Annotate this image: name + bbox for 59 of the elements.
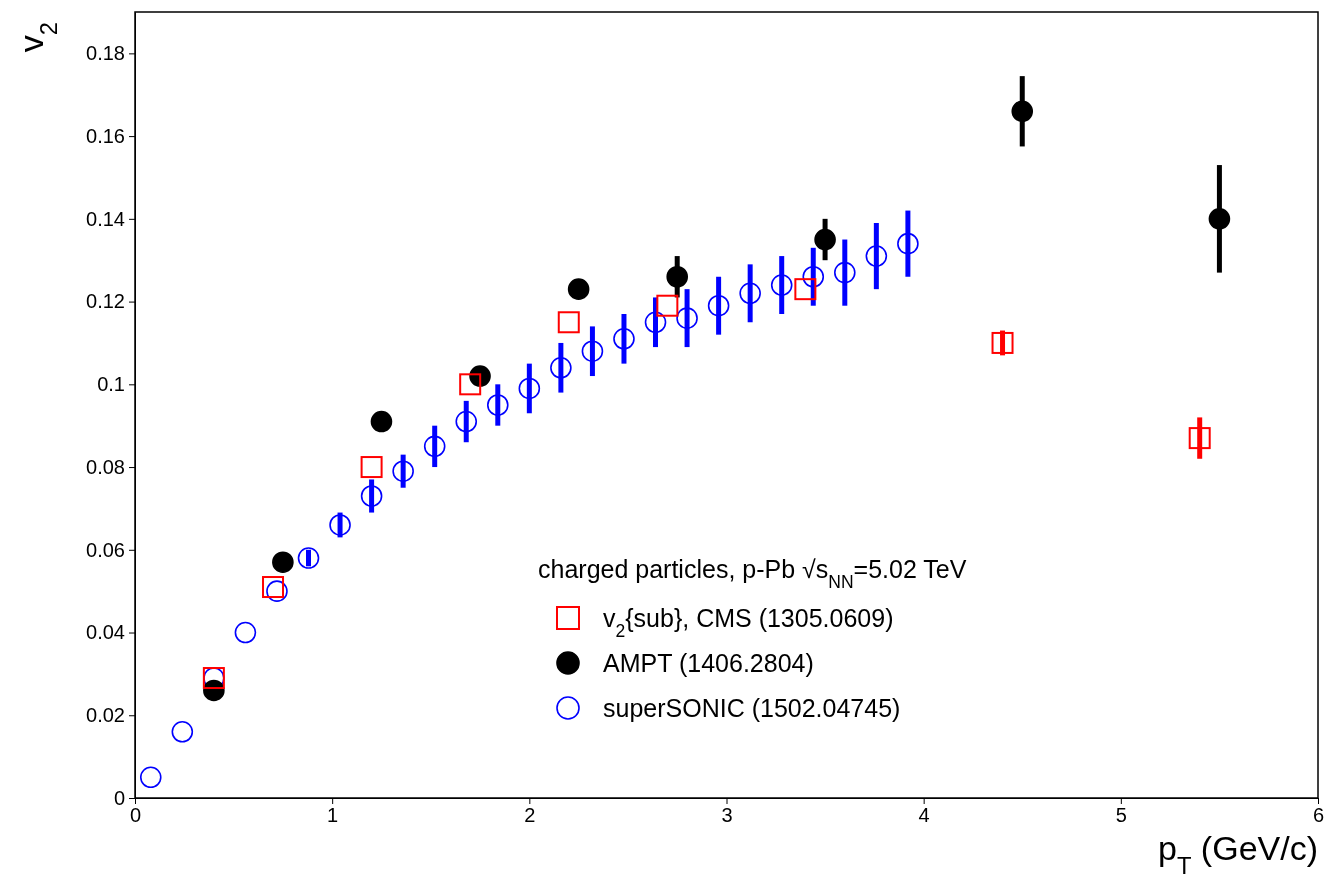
point [486, 394, 509, 416]
point [676, 307, 698, 329]
point [234, 621, 257, 644]
point [518, 377, 541, 400]
legend-label: AMPT (1406.2804) [603, 649, 814, 677]
x-axis-title: p$_{T}$ (GeV/c) [1157, 829, 1318, 879]
point [991, 331, 1014, 354]
point [613, 328, 635, 350]
point [329, 514, 351, 536]
y-tick-label: 0.02 [86, 704, 125, 727]
point [370, 410, 393, 433]
point [666, 265, 689, 288]
point [802, 265, 825, 288]
point [794, 278, 817, 301]
point [171, 721, 194, 743]
point [139, 766, 162, 789]
point [567, 278, 590, 300]
x-tick-label: 4 [918, 804, 930, 827]
y-tick-label: 0.12 [86, 290, 125, 313]
point [897, 232, 919, 255]
point [557, 311, 580, 334]
point [581, 340, 604, 363]
point [360, 485, 383, 507]
point [834, 261, 856, 284]
point [739, 282, 761, 305]
y-tick-label: 0.14 [86, 207, 125, 230]
point [423, 435, 446, 458]
point [392, 460, 414, 482]
y-tick-label: 0.08 [86, 455, 125, 478]
point [1011, 100, 1034, 123]
point [272, 551, 294, 573]
legend-title: charged particles, p-Pb √s$_{NN}$=5.02 TeV [538, 555, 967, 592]
x-tick-label: 6 [1312, 804, 1325, 827]
point [1188, 427, 1211, 450]
point [707, 294, 730, 317]
point [1208, 208, 1231, 230]
y-tick-label: 0.06 [86, 538, 125, 561]
point [656, 294, 679, 317]
x-tick-label: 0 [129, 804, 142, 827]
point [459, 373, 482, 396]
point [297, 547, 320, 569]
point [770, 274, 793, 296]
x-tick-label: 5 [1115, 804, 1127, 827]
point [360, 456, 383, 479]
point [644, 311, 667, 334]
y-tick-label: 0.04 [86, 621, 125, 644]
x-tick-label: 2 [524, 804, 536, 827]
x-tick-label: 1 [327, 804, 339, 827]
y-tick-label: 0 [113, 786, 125, 809]
x-tick-label: 3 [721, 804, 733, 827]
y-tick-label: 0.18 [86, 42, 125, 65]
y-tick-label: 0.16 [86, 125, 125, 148]
point [814, 228, 836, 251]
point [550, 356, 572, 379]
y-tick-label: 0.1 [97, 373, 125, 396]
legend-label: v$_{2}${sub}, CMS (1305.0609) [603, 604, 894, 641]
legend-label: superSONIC (1502.04745) [603, 694, 901, 722]
point [455, 410, 478, 433]
point [865, 245, 888, 267]
